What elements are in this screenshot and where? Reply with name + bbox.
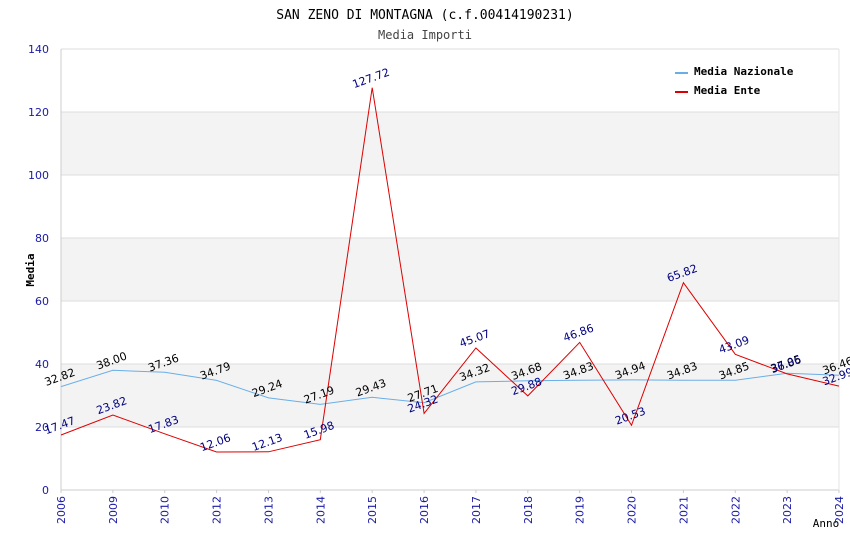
grid-band [61, 112, 839, 175]
x-tick-label: 2019 [574, 496, 587, 524]
x-axis-title: Anno [813, 517, 840, 530]
x-tick-label: 2012 [211, 496, 224, 524]
series-line-media-ente [60, 87, 840, 453]
x-tick-label: 2010 [159, 496, 172, 524]
series-line-media-nazionale [60, 369, 840, 405]
y-tick-label: 140 [28, 43, 49, 56]
data-label: 45.07 [458, 327, 492, 350]
data-label: 12.06 [198, 431, 232, 454]
grid-band [61, 238, 839, 301]
y-tick-label: 100 [28, 169, 49, 182]
x-tick-label: 2023 [781, 496, 794, 524]
chart-title: SAN ZENO DI MONTAGNA (c.f.00414190231) [276, 8, 573, 23]
x-tick-label: 2006 [55, 496, 68, 524]
y-tick-label: 120 [28, 106, 49, 119]
x-tick-label: 2017 [470, 496, 483, 524]
data-label: 12.13 [250, 431, 284, 454]
x-tick-label: 2021 [677, 496, 690, 524]
y-tick-label: 20 [35, 421, 49, 434]
legend-label-media-nazionale: Media Nazionale [694, 65, 794, 78]
x-tick-label: 2024 [833, 496, 846, 524]
chart-subtitle: Media Importi [378, 28, 472, 42]
legend: Media Nazionale Media Ente [675, 65, 794, 97]
x-tick-label: 2018 [522, 496, 535, 524]
data-label: 17.47 [43, 414, 77, 437]
x-tick-label: 2013 [262, 496, 275, 524]
x-tick-label: 2022 [729, 496, 742, 524]
y-tick-label: 40 [35, 358, 49, 371]
data-label: 127.72 [351, 66, 392, 91]
y-tick-label: 0 [42, 484, 49, 497]
x-tick-label: 2014 [314, 496, 327, 524]
legend-label-media-ente: Media Ente [694, 84, 761, 97]
x-tick-label: 2020 [626, 496, 639, 524]
x-tick-label: 2009 [107, 496, 120, 524]
y-tick-label: 80 [35, 232, 49, 245]
y-tick-label: 60 [35, 295, 49, 308]
grid-band [61, 364, 839, 427]
y-axis-title: Media [24, 253, 37, 286]
x-tick-label: 2015 [366, 496, 379, 524]
x-tick-label: 2016 [418, 496, 431, 524]
data-label: 46.86 [561, 322, 595, 345]
